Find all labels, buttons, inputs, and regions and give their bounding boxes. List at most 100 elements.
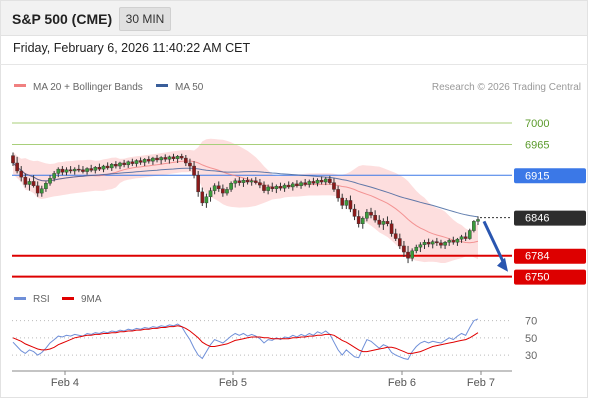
candle-body bbox=[15, 162, 19, 172]
forecast-arrow bbox=[482, 220, 507, 267]
candle-body bbox=[68, 169, 73, 172]
candle-body bbox=[97, 167, 102, 170]
candle-body bbox=[233, 180, 238, 184]
candle bbox=[451, 236, 456, 245]
candle bbox=[155, 155, 159, 163]
candle bbox=[196, 170, 200, 197]
candle-body bbox=[307, 181, 312, 185]
candle-body bbox=[114, 164, 118, 167]
candle-body bbox=[315, 179, 320, 184]
candle-body bbox=[237, 180, 242, 183]
rsi-legend-swatch bbox=[14, 297, 26, 300]
candle-body bbox=[451, 240, 456, 243]
candle bbox=[225, 186, 229, 196]
candle-body bbox=[402, 245, 406, 253]
candle bbox=[435, 237, 439, 246]
ma50-legend-label: MA 50 bbox=[175, 82, 204, 93]
candle bbox=[373, 210, 377, 223]
candle-body bbox=[373, 214, 377, 221]
candle-body bbox=[175, 156, 180, 159]
candle bbox=[356, 210, 361, 228]
level-label-6915: 6915 bbox=[525, 170, 549, 182]
candle bbox=[340, 193, 345, 210]
candle-body bbox=[323, 178, 328, 183]
candle bbox=[93, 166, 98, 174]
candle bbox=[56, 167, 61, 178]
candle bbox=[253, 177, 258, 185]
candle-body bbox=[93, 167, 98, 171]
candle-body bbox=[253, 180, 258, 183]
candle bbox=[212, 183, 217, 195]
candle-body bbox=[72, 168, 77, 172]
candle-body bbox=[163, 157, 168, 160]
candle bbox=[249, 178, 254, 186]
bollinger-band bbox=[13, 138, 478, 263]
candle bbox=[406, 245, 410, 264]
timeframe-button[interactable]: 30 MIN bbox=[119, 7, 171, 31]
candle bbox=[299, 180, 303, 189]
candle-body bbox=[398, 238, 402, 247]
candle-body bbox=[336, 189, 340, 199]
candle-body bbox=[159, 157, 163, 161]
candle bbox=[134, 159, 139, 167]
candle-body bbox=[171, 156, 176, 159]
candle bbox=[344, 198, 349, 210]
x-tick-label: Feb 5 bbox=[219, 377, 247, 389]
candle bbox=[163, 154, 168, 162]
candle bbox=[410, 248, 414, 262]
candle bbox=[60, 166, 65, 176]
candle-body bbox=[19, 170, 24, 178]
candle bbox=[97, 163, 102, 171]
candle-body bbox=[262, 184, 266, 191]
chart-frame bbox=[0, 36, 588, 398]
candle-body bbox=[64, 169, 69, 173]
candle-body bbox=[414, 246, 419, 252]
candle bbox=[233, 178, 238, 188]
candle bbox=[188, 158, 192, 171]
candle bbox=[266, 184, 270, 195]
rsi-tick-50: 50 bbox=[525, 333, 537, 345]
candle bbox=[426, 238, 431, 248]
candle-body bbox=[418, 244, 423, 248]
candle bbox=[179, 153, 184, 160]
candle-body bbox=[155, 157, 159, 161]
candle-body bbox=[146, 159, 151, 162]
candle-body bbox=[126, 161, 131, 166]
candle bbox=[114, 161, 118, 169]
candle bbox=[151, 156, 155, 165]
candle-body bbox=[332, 182, 336, 190]
current-price-tag: 6846 bbox=[514, 210, 586, 226]
candle-body bbox=[23, 176, 28, 185]
candle-body bbox=[435, 241, 439, 244]
candle bbox=[389, 220, 394, 237]
candle-body bbox=[266, 186, 270, 191]
candle bbox=[77, 164, 81, 173]
candle bbox=[68, 166, 73, 174]
current-price-label: 6846 bbox=[525, 213, 549, 225]
candle bbox=[467, 228, 472, 240]
candle bbox=[398, 233, 402, 249]
chart-header: S&P 500 (CME) 30 MIN bbox=[0, 0, 588, 36]
candle bbox=[332, 178, 336, 192]
rsi-legend-label: RSI bbox=[33, 294, 50, 305]
candle-body bbox=[426, 242, 431, 245]
candle bbox=[15, 156, 19, 174]
candle bbox=[126, 160, 131, 168]
timestamp: Friday, February 6, 2026 11:40:22 AM CET bbox=[13, 41, 251, 55]
research-credit: Research © 2026 Trading Central bbox=[432, 82, 581, 93]
candle bbox=[105, 162, 110, 170]
candle bbox=[229, 181, 233, 192]
candle-body bbox=[142, 159, 147, 163]
ma9-legend-label: 9MA bbox=[81, 294, 102, 305]
candle-body bbox=[35, 185, 40, 194]
candle-body bbox=[282, 184, 287, 189]
candle-body bbox=[476, 219, 480, 222]
rsi-series-9ma bbox=[12, 325, 479, 354]
candle bbox=[72, 167, 77, 175]
candle-body bbox=[286, 184, 291, 188]
candle bbox=[89, 164, 93, 173]
candle bbox=[184, 155, 188, 167]
candle bbox=[307, 179, 312, 188]
candle bbox=[295, 180, 299, 188]
candle-body bbox=[348, 200, 353, 210]
